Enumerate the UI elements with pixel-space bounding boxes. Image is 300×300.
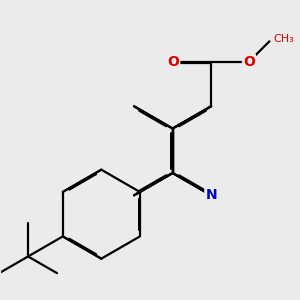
Text: CH₃: CH₃ xyxy=(273,34,294,44)
Text: O: O xyxy=(167,55,179,69)
Text: O: O xyxy=(243,55,255,69)
Text: N: N xyxy=(205,188,217,202)
